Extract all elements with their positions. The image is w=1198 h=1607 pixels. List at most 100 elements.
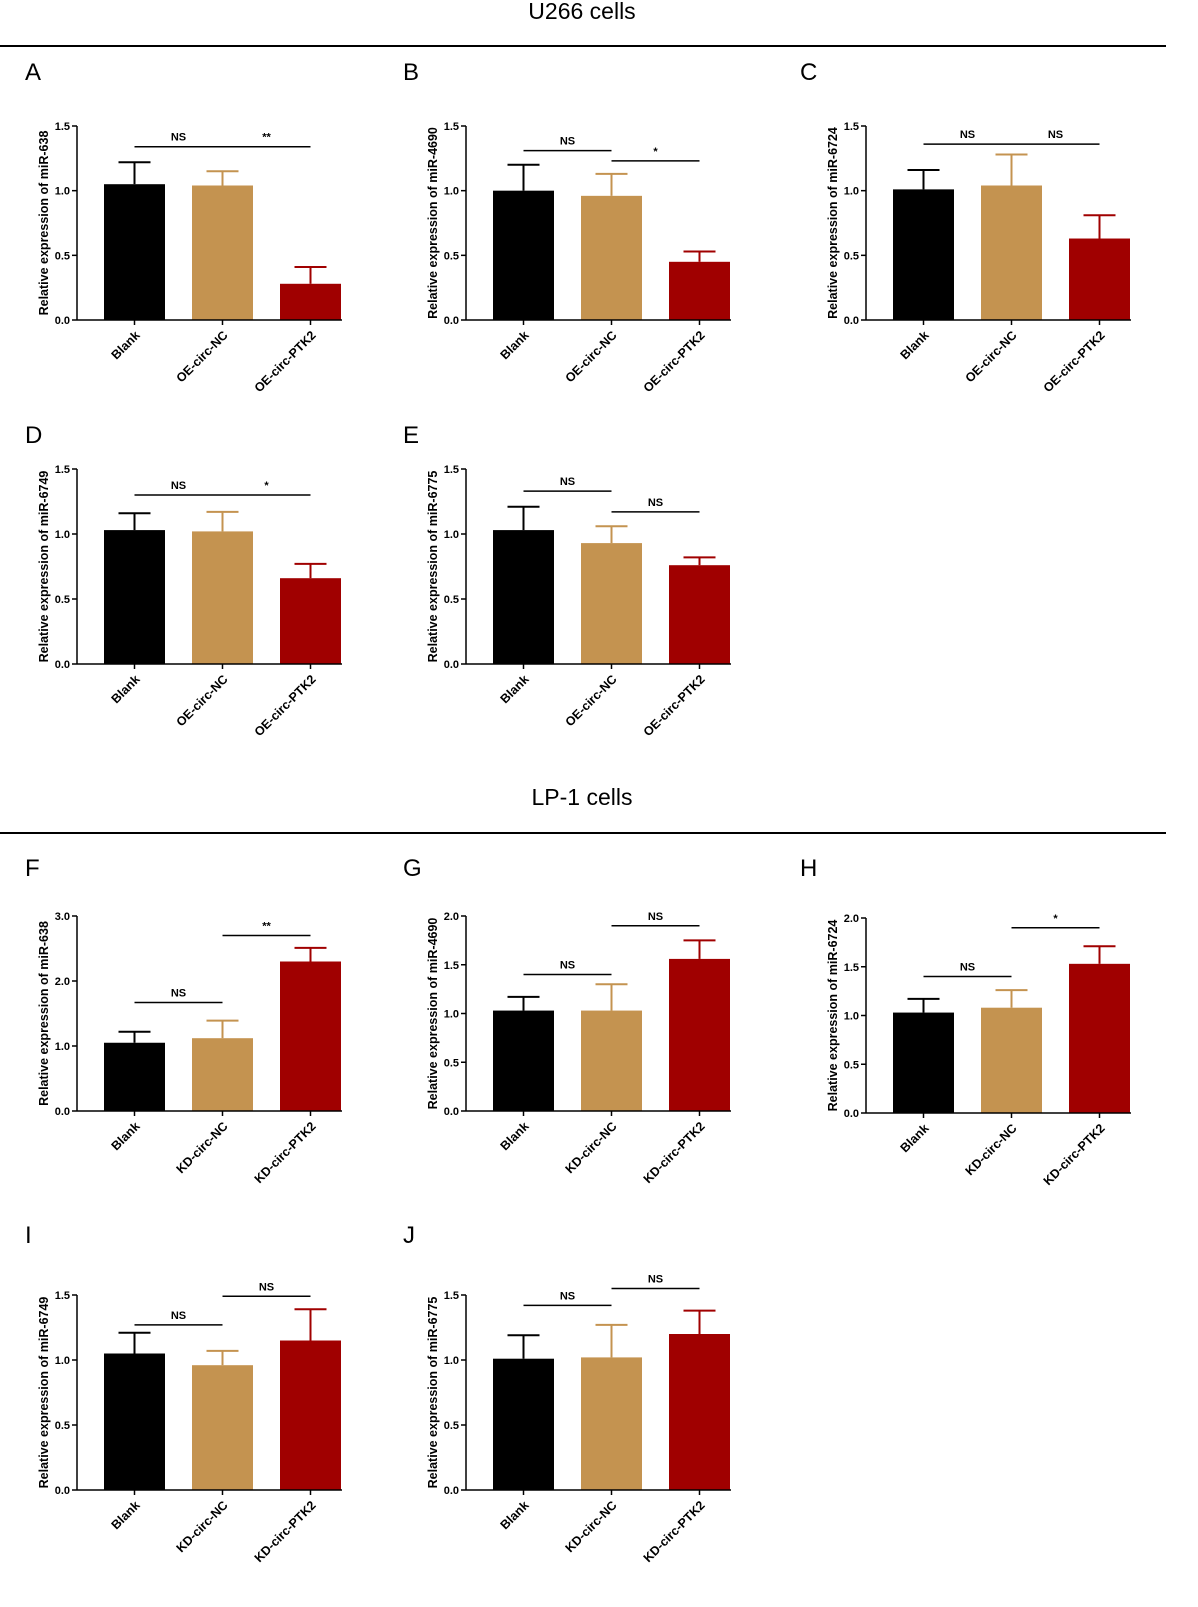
y-tick-label: 0.0 (55, 659, 70, 671)
significance-label: NS (560, 476, 575, 488)
significance-label: NS (171, 480, 186, 492)
x-tick-label: KD-circ-PTK2 (1041, 1121, 1108, 1188)
significance-label: NS (648, 1274, 663, 1286)
bar-blank (104, 1042, 165, 1111)
panel-letter: D (25, 422, 42, 449)
x-tick-label: OE-circ-PTK2 (641, 672, 708, 739)
significance-label: NS (560, 1290, 575, 1302)
x-tick-label: OE-circ-NC (174, 672, 231, 729)
x-tick-label: Blank (498, 1119, 532, 1153)
bar-blank (493, 1358, 554, 1490)
y-tick-label: 0.0 (55, 315, 70, 327)
x-tick-label: Blank (898, 328, 932, 362)
bar-oe-circ-ptk2 (669, 565, 730, 664)
y-tick-label: 1.5 (444, 121, 459, 133)
error-bar (294, 946, 327, 962)
bar-kd-circ-ptk2 (280, 1340, 341, 1490)
error-bar (118, 1331, 151, 1354)
y-axis-title: Relative expression of miR-6749 (37, 1297, 51, 1489)
error-bar (595, 525, 628, 544)
y-tick-label: 1.5 (55, 121, 70, 133)
x-tick-label: Blank (498, 672, 532, 706)
chart-panel-b: B 0.0 0.5 1.0 1.5 Relative expression of miR-… (403, 59, 731, 395)
section-title: LP-1 cells (532, 784, 633, 810)
bar-kd-circ-ptk2 (669, 1334, 730, 1490)
bar-blank (493, 190, 554, 320)
error-bar (995, 989, 1028, 1008)
y-tick-label: 1.5 (444, 464, 459, 476)
y-tick-label: 0.5 (444, 1420, 459, 1432)
significance-label: NS (259, 1281, 274, 1293)
bar-blank (104, 1353, 165, 1490)
y-tick-label: 1.0 (55, 186, 70, 198)
significance-label: NS (1048, 129, 1063, 141)
error-bar (294, 265, 327, 284)
y-tick-label: 1.0 (444, 186, 459, 198)
x-tick-label: KD-circ-NC (963, 1121, 1020, 1178)
y-axis-title: Relative expression of miR-6724 (826, 127, 840, 319)
x-tick-label: Blank (109, 1498, 143, 1532)
significance-label: NS (171, 1310, 186, 1322)
y-tick-label: 1.5 (844, 962, 859, 974)
x-tick-label: OE-circ-NC (563, 328, 620, 385)
bar-blank (893, 189, 954, 320)
y-tick-label: 1.0 (444, 1009, 459, 1021)
y-tick-label: 3.0 (55, 911, 70, 923)
x-tick-label: OE-circ-PTK2 (252, 672, 319, 739)
significance-label: NS (560, 960, 575, 972)
error-bar (595, 1323, 628, 1358)
error-bar (507, 1334, 540, 1359)
y-tick-label: 1.0 (444, 1355, 459, 1367)
x-tick-label: KD-circ-PTK2 (641, 1498, 708, 1565)
chart-panel-c: C 0.0 0.5 1.0 1.5 Relative expression of miR-… (800, 59, 1131, 395)
y-tick-label: 0.0 (844, 1108, 859, 1120)
significance-label: NS (171, 987, 186, 999)
y-axis-title: Relative expression of miR-4690 (426, 918, 440, 1110)
significance-label: NS (960, 129, 975, 141)
significance-label: * (264, 480, 269, 492)
y-tick-label: 0.0 (444, 1485, 459, 1497)
error-bar (507, 995, 540, 1011)
bar-kd-circ-nc (581, 1357, 642, 1490)
bar-kd-circ-ptk2 (669, 958, 730, 1111)
error-bar (118, 1030, 151, 1043)
y-tick-label: 0.0 (444, 315, 459, 327)
error-bar (995, 153, 1028, 186)
y-tick-label: 2.0 (444, 911, 459, 923)
error-bar (206, 510, 239, 532)
bar-oe-circ-ptk2 (280, 283, 341, 320)
bar-oe-circ-nc (981, 185, 1042, 320)
significance-label: * (653, 146, 658, 158)
panel-letter: C (800, 59, 817, 86)
y-tick-label: 0.5 (444, 250, 459, 262)
chart-panel-h: H 0.0 0.5 1.0 1.5 2.0 Relative expression of m… (800, 855, 1131, 1188)
y-tick-label: 0.5 (844, 1059, 859, 1071)
bar-kd-circ-nc (981, 1007, 1042, 1113)
bar-oe-circ-ptk2 (280, 578, 341, 664)
significance-label: NS (648, 911, 663, 923)
y-tick-label: 1.5 (444, 1290, 459, 1302)
error-bar (1083, 945, 1116, 964)
y-tick-label: 1.0 (844, 1011, 859, 1023)
x-tick-label: KD-circ-NC (563, 1498, 620, 1555)
error-bar (118, 161, 151, 185)
y-tick-label: 0.0 (55, 1106, 70, 1118)
x-tick-label: OE-circ-NC (174, 328, 231, 385)
panel-letter: A (25, 59, 41, 86)
chart-panel-e: E 0.0 0.5 1.0 1.5 Relative expression of miR-… (403, 422, 731, 739)
bar-oe-circ-nc (581, 543, 642, 664)
bar-blank (493, 530, 554, 664)
panel-letter: E (403, 422, 419, 449)
bar-oe-circ-nc (581, 195, 642, 320)
bar-kd-circ-nc (192, 1038, 253, 1111)
y-tick-label: 0.5 (55, 1420, 70, 1432)
x-tick-label: Blank (109, 672, 143, 706)
panel-letter: I (25, 1222, 32, 1249)
error-bar (595, 983, 628, 1011)
y-tick-label: 2.0 (844, 913, 859, 925)
y-tick-label: 1.0 (55, 1355, 70, 1367)
bar-blank (104, 184, 165, 320)
error-bar (206, 1019, 239, 1039)
significance-label: NS (560, 136, 575, 148)
bar-oe-circ-ptk2 (1069, 238, 1130, 320)
